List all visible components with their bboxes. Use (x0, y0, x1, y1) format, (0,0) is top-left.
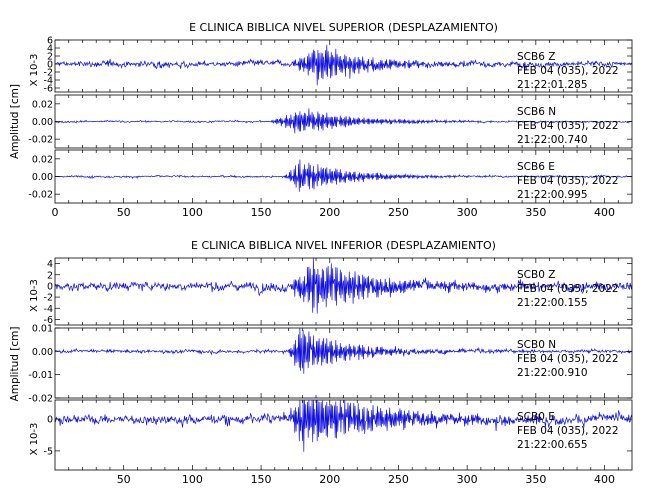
date-label: FEB 04 (035), 2022 (517, 283, 619, 295)
x-tick-label: 50 (117, 206, 131, 219)
x-tick-label: 350 (525, 206, 546, 219)
x-tick-label: 200 (319, 473, 340, 486)
y-tick-label: -6 (44, 315, 53, 326)
waveform-trace (54, 327, 633, 374)
waveform-trace (54, 44, 633, 86)
time-label: 21:22:00.155 (517, 297, 588, 309)
date-label: FEB 04 (035), 2022 (517, 65, 619, 77)
waveform-trace (54, 108, 633, 134)
y-tick-label: -0.02 (28, 394, 53, 405)
y-tick-label: 2 (47, 270, 53, 281)
x-tick-label: 400 (594, 473, 615, 486)
y-tick-label: 6 (47, 36, 53, 47)
y-tick-label: -5 (44, 446, 53, 457)
x-tick-label: 300 (457, 206, 478, 219)
frames-layer (54, 39, 633, 471)
x-tick-label: 400 (594, 206, 615, 219)
waveform-trace (54, 399, 633, 452)
time-label: 21:22:00.910 (517, 367, 588, 379)
y-scale-label: X 10-3 (29, 54, 40, 87)
y-tick-label: 0.02 (32, 99, 53, 110)
station-label: SCB6 N (517, 106, 556, 118)
date-label: FEB 04 (035), 2022 (517, 353, 619, 365)
y-tick-label: -6 (44, 84, 53, 95)
y-scale-label: X 10-3 (29, 279, 40, 312)
station-label: SCB0 Z (517, 269, 555, 281)
x-tick-label: 0 (52, 206, 59, 219)
y-tick-label: -4 (44, 304, 53, 315)
time-label: 21:22:00.740 (517, 134, 588, 146)
waveform-trace (54, 257, 633, 314)
y-axis-label: Amplitud [cm] (9, 327, 21, 402)
y-tick-label: 0.02 (32, 154, 53, 165)
y-tick-label: 0 (47, 60, 53, 71)
time-label: 21:22:00.995 (517, 189, 588, 201)
traces-layer (54, 44, 633, 452)
y-tick-label: -2 (44, 68, 53, 79)
y-tick-label: 4 (47, 259, 53, 270)
station-label: SCB6 E (517, 161, 555, 173)
y-axis-label: Amplitud [cm] (9, 84, 21, 159)
date-label: FEB 04 (035), 2022 (517, 175, 619, 187)
x-tick-label: 350 (525, 473, 546, 486)
x-tick-label: 250 (388, 206, 409, 219)
x-tick-label: 200 (319, 206, 340, 219)
y-tick-label: -0.01 (28, 370, 53, 381)
y-tick-label: 0.00 (32, 172, 53, 183)
x-tick-label: 150 (251, 473, 272, 486)
y-tick-label: 0.00 (32, 347, 53, 358)
y-tick-label: 4 (47, 44, 53, 55)
y-tick-label: 0 (47, 281, 53, 292)
y-scale-label: X 10-3 (29, 423, 40, 456)
x-tick-label: 250 (388, 473, 409, 486)
labels-layer: E CLINICA BIBLICA NIVEL SUPERIOR (DESPLA… (9, 21, 619, 486)
waveform-trace (54, 159, 633, 192)
y-tick-label: 2 (47, 52, 53, 63)
y-tick-label: -0.02 (28, 135, 53, 146)
date-label: FEB 04 (035), 2022 (517, 120, 619, 132)
y-tick-label: -4 (44, 76, 53, 87)
y-tick-label: -2 (44, 293, 53, 304)
x-tick-label: 100 (182, 206, 203, 219)
time-label: 21:22:01.285 (517, 79, 588, 91)
x-tick-label: 300 (457, 473, 478, 486)
station-label: SCB0 N (517, 339, 556, 351)
y-tick-label: 0.01 (32, 324, 53, 335)
chart-title: E CLINICA BIBLICA NIVEL SUPERIOR (DESPLA… (189, 21, 498, 34)
y-tick-label: -0.02 (28, 190, 53, 201)
x-tick-label: 50 (117, 473, 131, 486)
station-label: SCB0 E (517, 411, 555, 423)
station-label: SCB6 Z (517, 51, 555, 63)
y-tick-label: 0.00 (32, 117, 53, 128)
time-label: 21:22:00.655 (517, 439, 588, 451)
y-tick-label: 0 (47, 415, 53, 426)
date-label: FEB 04 (035), 2022 (517, 425, 619, 437)
chart-title: E CLINICA BIBLICA NIVEL INFERIOR (DESPLA… (191, 239, 496, 252)
x-tick-label: 150 (251, 206, 272, 219)
x-tick-label: 100 (182, 473, 203, 486)
